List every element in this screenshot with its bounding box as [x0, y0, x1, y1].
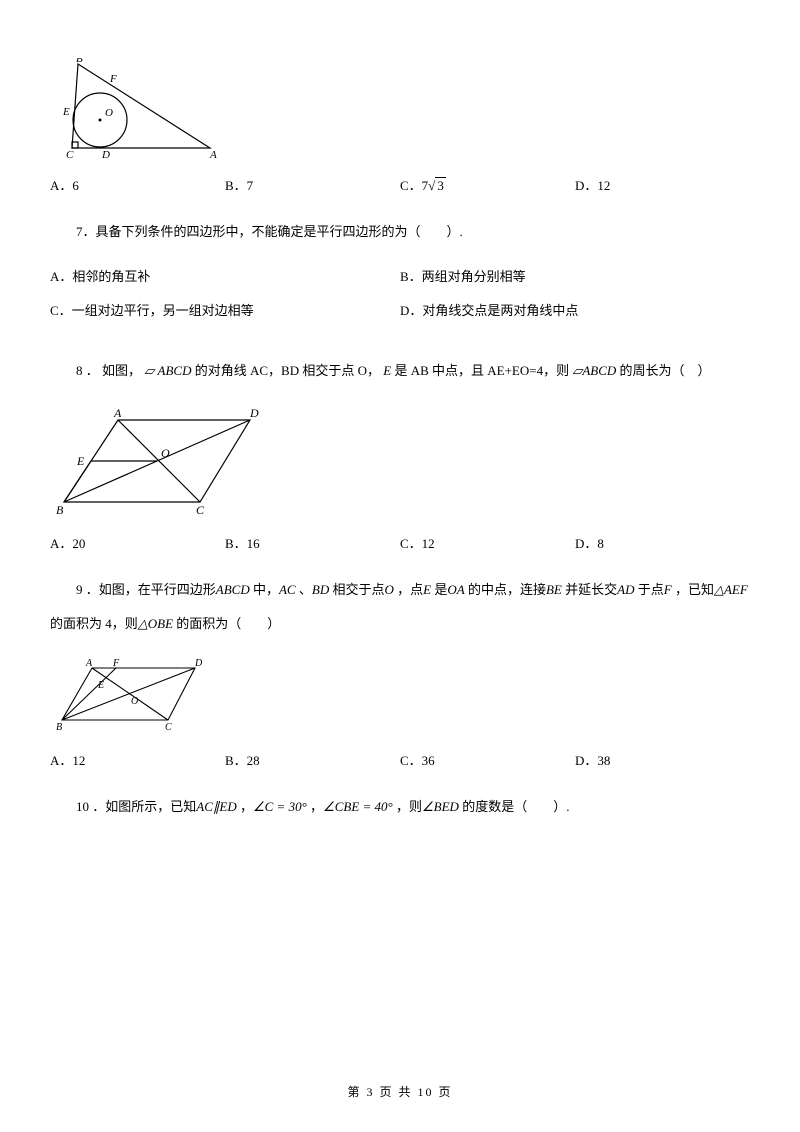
q6-opt-b: B．7	[225, 176, 400, 197]
svg-text:C: C	[196, 503, 205, 516]
q9-num: 9	[76, 582, 83, 597]
q7-text: 7．具备下列条件的四边形中，不能确定是平行四边形的为（ ）.	[50, 215, 750, 249]
svg-text:B: B	[56, 722, 62, 733]
q7-opt-b: B．两组对角分别相等	[400, 267, 750, 288]
q8-E: E	[383, 363, 391, 378]
svg-text:D: D	[249, 406, 259, 420]
q8-opt-b: B．16	[225, 534, 400, 555]
q6-options: A．6 B．7 C．7√3 D．12	[50, 176, 750, 197]
svg-text:D: D	[194, 658, 203, 669]
q8-opt-d: D．8	[575, 534, 750, 555]
svg-text:A: A	[209, 149, 217, 158]
svg-text:A: A	[113, 406, 122, 420]
svg-text:E: E	[97, 680, 104, 691]
svg-text:O: O	[161, 446, 170, 460]
q9-text: 9 ．如图，在平行四边形ABCD 中，AC 、BD 相交于点O ，点E 是OA …	[50, 573, 750, 641]
q9-opt-c: C．36	[400, 751, 575, 772]
svg-text:A: A	[85, 658, 93, 669]
q9-figure: A F D B C O E	[50, 658, 750, 733]
svg-text:B: B	[76, 58, 83, 65]
q8-text: 8 ． 如图， ▱ ABCD 的对角线 AC，BD 相交于点 O， E 是 AB…	[50, 354, 750, 388]
q8-figure: A D B C O E	[50, 406, 750, 516]
q6-opt-c-sqrt: 7√3	[422, 176, 446, 197]
svg-text:F: F	[109, 73, 117, 85]
q6-figure: B C A D E F O	[50, 58, 750, 158]
q8-b: 的对角线 AC，BD 相交于点 O，	[195, 363, 380, 378]
svg-text:O: O	[105, 107, 113, 119]
q6-opt-d: D．12	[575, 176, 750, 197]
svg-text:C: C	[165, 722, 172, 733]
q7-body: ．具备下列条件的四边形中，不能确定是平行四边形的为（ ）.	[83, 224, 463, 239]
svg-text:O: O	[131, 696, 138, 707]
q8-a: ． 如图，	[86, 363, 141, 378]
svg-text:D: D	[101, 149, 110, 158]
q7-opt-c: C．一组对边平行，另一组对边相等	[50, 301, 400, 322]
svg-text:E: E	[62, 106, 70, 118]
q9-opt-b: B．28	[225, 751, 400, 772]
svg-text:E: E	[76, 454, 85, 468]
q8-svg: A D B C O E	[50, 406, 280, 516]
q8-d: 的周长为（ ）	[620, 363, 711, 378]
q8-c: 是 AB 中点，且 AE+EO=4，则	[394, 363, 569, 378]
q6-opt-c: C．7√3	[400, 176, 575, 197]
q6-opt-a: A．6	[50, 176, 225, 197]
q9-options: A．12 B．28 C．36 D．38	[50, 751, 750, 772]
page-footer: 第 3 页 共 10 页	[0, 1083, 800, 1102]
q8-opt-a: A．20	[50, 534, 225, 555]
q8-opt-c: C．12	[400, 534, 575, 555]
q7-opt-d: D．对角线交点是两对角线中点	[400, 301, 750, 322]
q10-num: 10	[76, 799, 89, 814]
q9-opt-d: D．38	[575, 751, 750, 772]
q8-num: 8	[76, 363, 83, 378]
q7-options: A．相邻的角互补 B．两组对角分别相等 C．一组对边平行，另一组对边相等 D．对…	[50, 267, 750, 337]
q8-para2: ▱ABCD	[572, 363, 616, 378]
q9-svg: A F D B C O E	[50, 658, 225, 733]
q9-opt-a: A．12	[50, 751, 225, 772]
q8-options: A．20 B．16 C．12 D．8	[50, 534, 750, 555]
q8-para: ▱ ABCD	[144, 363, 191, 378]
q10-text: 10 ．如图所示，已知AC∥ED ，∠C = 30° ，∠CBE = 40° ，…	[50, 790, 750, 824]
svg-text:C: C	[66, 149, 74, 158]
svg-text:B: B	[56, 503, 64, 516]
svg-text:F: F	[112, 658, 120, 669]
q6-svg: B C A D E F O	[50, 58, 220, 158]
q7-opt-a: A．相邻的角互补	[50, 267, 400, 288]
q6-opt-c-prefix: C．	[400, 178, 422, 193]
